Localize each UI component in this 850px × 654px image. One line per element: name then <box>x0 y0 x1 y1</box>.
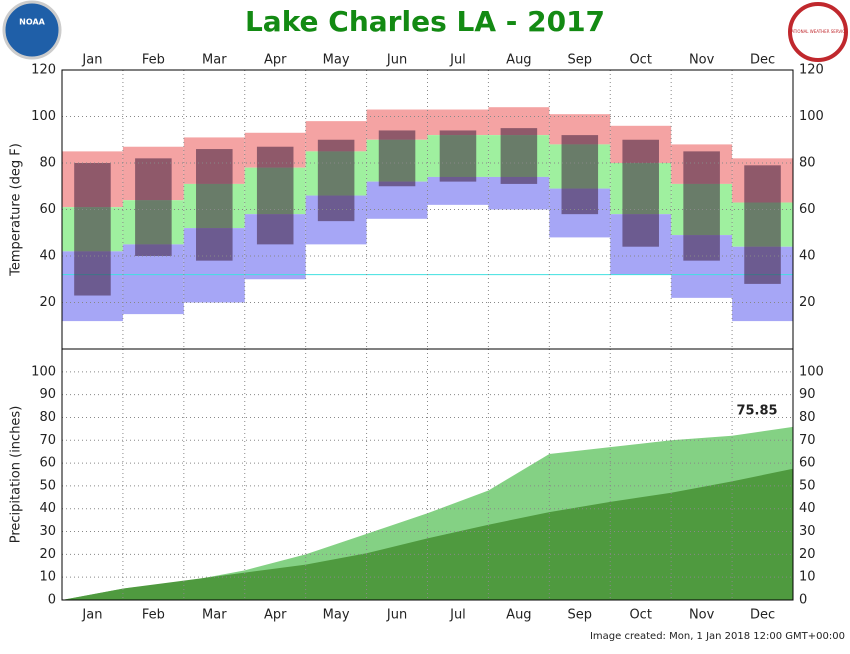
y-tick-label-right: 80 <box>799 156 816 171</box>
y-tick-label: 50 <box>39 478 56 493</box>
x-tick-label: Apr <box>264 53 287 68</box>
y-tick-label: 80 <box>39 410 56 425</box>
y-tick-label: 40 <box>39 501 56 516</box>
x-tick-label: Jun <box>386 53 407 68</box>
actual-range-bar <box>378 130 416 187</box>
x-tick-label: Nov <box>689 53 715 68</box>
y-tick-label: 40 <box>39 249 56 264</box>
x-tick-label: Dec <box>750 608 775 623</box>
x-tick-label: Feb <box>142 53 165 68</box>
logo-text: NOAA <box>19 18 45 27</box>
y-tick-label: 70 <box>39 433 56 448</box>
range-band <box>366 181 428 219</box>
y-tick-label-right: 40 <box>799 249 816 264</box>
cumulative-area <box>62 468 793 600</box>
x-tick-label: Mar <box>202 53 227 68</box>
y-tick-label-right: 70 <box>799 433 816 448</box>
y-tick-label: 20 <box>39 295 56 310</box>
x-tick-label: Jan <box>81 608 102 623</box>
nws-logo: NATIONAL WEATHER SERVICE <box>788 2 848 62</box>
actual-range-bar <box>74 163 111 296</box>
y-tick-label-right: 40 <box>799 501 816 516</box>
x-tick-label: Mar <box>202 608 227 623</box>
x-tick-label: Jul <box>449 608 466 623</box>
y-tick-label-right: 90 <box>799 387 816 402</box>
chart-title: Lake Charles LA - 2017 <box>245 5 605 38</box>
actual-range-bar <box>744 165 781 284</box>
x-tick-label: Jun <box>386 608 407 623</box>
y-tick-label-right: 60 <box>799 202 816 217</box>
plot-frame <box>61 348 794 601</box>
y-tick-label: 60 <box>39 202 56 217</box>
y-tick-label: 100 <box>31 109 56 124</box>
actual-range-bar <box>500 128 538 184</box>
y-tick-label: 80 <box>39 156 56 171</box>
y-tick-label-right: 120 <box>799 63 824 78</box>
y-tick-label-right: 10 <box>799 570 816 585</box>
actual-range-bar <box>135 158 172 256</box>
y-tick-label: 10 <box>39 570 56 585</box>
total-label: 75.85 <box>736 403 777 418</box>
y-tick-label: 90 <box>39 387 56 402</box>
y-tick-label-right: 50 <box>799 478 816 493</box>
actual-range-bar <box>683 151 720 261</box>
actual-range-bar <box>622 139 659 247</box>
actual-range-bar <box>561 135 599 215</box>
y-tick-label-right: 0 <box>799 593 807 608</box>
x-tick-label: Dec <box>750 53 775 68</box>
y-tick-label-right: 80 <box>799 410 816 425</box>
y-tick-label: 20 <box>39 547 56 562</box>
y-tick-label: 60 <box>39 456 56 471</box>
y-tick-label: 100 <box>31 364 56 379</box>
footer: Image created: Mon, 1 Jan 2018 12:00 GMT… <box>590 631 845 642</box>
x-tick-label: Apr <box>264 608 287 623</box>
logo-text: NATIONAL WEATHER SERVICE <box>788 29 848 34</box>
y-tick-label: 30 <box>39 524 56 539</box>
x-tick-label: Sep <box>568 608 593 623</box>
x-tick-label: Aug <box>506 53 531 68</box>
y-tick-label-right: 20 <box>799 547 816 562</box>
y-axis-label: Temperature (deg F) <box>9 143 24 277</box>
y-tick-label-right: 60 <box>799 456 816 471</box>
actual-range-bar <box>439 130 477 182</box>
x-tick-label: Jan <box>81 53 102 68</box>
x-tick-label: May <box>323 608 350 623</box>
y-tick-label-right: 100 <box>799 364 824 379</box>
y-tick-label-right: 100 <box>799 109 824 124</box>
y-axis-label: Precipitation (inches) <box>9 406 24 544</box>
noaa-logo: NOAA <box>2 0 62 60</box>
x-tick-label: Oct <box>629 53 651 68</box>
x-tick-label: Aug <box>506 608 531 623</box>
x-tick-label: Feb <box>142 608 165 623</box>
actual-range-bar <box>317 139 355 222</box>
actual-range-bar <box>256 146 294 245</box>
actual-range-bar <box>196 149 233 261</box>
x-tick-label: Oct <box>629 608 651 623</box>
x-tick-label: Nov <box>689 608 715 623</box>
x-tick-label: Sep <box>568 53 593 68</box>
x-tick-label: Jul <box>449 53 466 68</box>
y-tick-label: 0 <box>48 593 56 608</box>
y-tick-label-right: 30 <box>799 524 816 539</box>
x-tick-label: May <box>323 53 350 68</box>
y-tick-label: 120 <box>31 63 56 78</box>
y-tick-label-right: 20 <box>799 295 816 310</box>
